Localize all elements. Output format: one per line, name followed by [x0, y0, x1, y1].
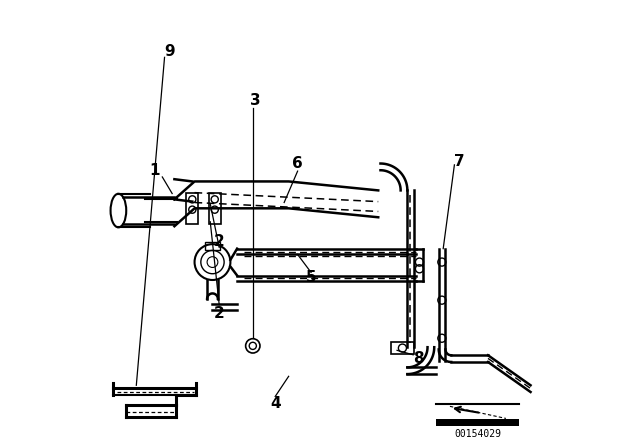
- Bar: [391, 342, 414, 354]
- Text: 7: 7: [454, 154, 464, 169]
- Text: 3: 3: [250, 93, 260, 108]
- Text: 00154029: 00154029: [454, 429, 501, 439]
- Text: 2: 2: [214, 234, 225, 250]
- Bar: [436, 419, 520, 426]
- Text: 5: 5: [306, 270, 316, 285]
- Text: 2: 2: [214, 306, 225, 321]
- Bar: [209, 193, 221, 224]
- Text: 8: 8: [413, 351, 424, 366]
- Text: 4: 4: [270, 396, 280, 411]
- Text: 6: 6: [292, 156, 303, 171]
- Text: 1: 1: [149, 163, 159, 178]
- Bar: [205, 242, 220, 250]
- Text: 9: 9: [164, 44, 175, 59]
- Bar: [186, 193, 198, 224]
